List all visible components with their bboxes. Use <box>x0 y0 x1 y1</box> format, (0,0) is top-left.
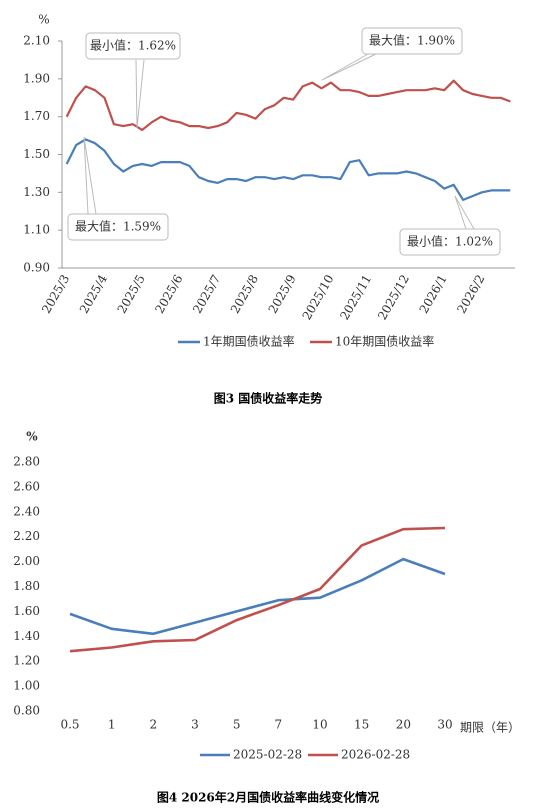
y-tick-label: 1.90 <box>23 71 50 85</box>
x-tick-label: 0.5 <box>60 718 79 732</box>
x-tick-label: 2025/8 <box>228 272 261 316</box>
x-tick-label: 2025/6 <box>152 272 185 316</box>
y-tick-label: 2.40 <box>13 504 40 518</box>
x-tick-label: 2025/11 <box>337 272 374 322</box>
y-tick-label: 0.90 <box>23 261 50 275</box>
x-tick-label: 2026/2 <box>454 272 487 316</box>
y-tick-label: 1.00 <box>13 679 40 693</box>
x-tick-label: 1 <box>108 718 116 732</box>
x-tick-label: 2026/1 <box>417 272 450 316</box>
annotation-box <box>85 32 181 60</box>
y-unit: % <box>26 430 38 444</box>
x-tick-label: 2025/3 <box>39 272 72 316</box>
annotation: 最大值：1.59% <box>75 219 161 234</box>
x-tick-label: 15 <box>354 718 369 732</box>
annotation-box <box>67 213 169 241</box>
x-tick-label: 2025/5 <box>115 272 148 316</box>
x-tick-label: 2 <box>150 718 158 732</box>
x-tick-label: 20 <box>396 718 411 732</box>
y-tick-label: 2.00 <box>13 554 40 568</box>
y-tick-label: 0.80 <box>13 704 40 718</box>
x-tick-label: 2025/10 <box>300 272 337 322</box>
x-tick-label: 30 <box>437 718 452 732</box>
y-tick-label: 2.20 <box>13 529 40 543</box>
legend-label: 10年期国债收益率 <box>335 334 434 349</box>
legend-label: 2025-02-28 <box>233 748 302 762</box>
x-tick-label: 2025/9 <box>266 272 299 316</box>
y-tick-label: 2.10 <box>23 34 50 48</box>
annotation: 最小值：1.62% <box>90 38 176 53</box>
y-tick-label: 1.70 <box>23 109 50 123</box>
y-tick-label: 1.20 <box>13 654 40 668</box>
x-tick-label: 2025/12 <box>375 272 412 322</box>
y-tick-label: 1.60 <box>13 604 40 618</box>
annotation-leader <box>135 59 145 129</box>
annotation-box <box>399 228 501 256</box>
series-line <box>69 526 446 653</box>
x-tick-label: 3 <box>191 718 199 732</box>
chart-caption: 图3 国债收益率走势 <box>214 391 323 406</box>
chart-caption: 图4 2026年2月国债收益率曲线变化情况 <box>157 790 379 805</box>
series-line <box>69 557 446 636</box>
y-tick-label: 1.80 <box>13 579 40 593</box>
y-tick-label: 2.60 <box>13 479 40 493</box>
legend-label: 1年期国债收益率 <box>203 334 295 349</box>
x-tick-label: 5 <box>233 718 241 732</box>
y-tick-label: 1.30 <box>23 185 50 199</box>
y-tick-label: 1.50 <box>23 147 50 161</box>
annotation-leader <box>83 136 97 215</box>
annotation: 最大值：1.90% <box>369 33 455 48</box>
y-unit: % <box>38 13 49 27</box>
x-tick-label: 2025/4 <box>77 272 110 316</box>
x-tick-label: 7 <box>275 718 283 732</box>
x-tick-label: 2025/7 <box>190 272 223 316</box>
series-line <box>65 138 511 201</box>
annotation: 最小值：1.02% <box>407 234 493 249</box>
annotation-box <box>361 27 463 55</box>
series-line <box>65 79 511 131</box>
y-tick-label: 1.10 <box>23 223 50 237</box>
x-tick-label: 10 <box>312 718 327 732</box>
annotation-leader <box>454 195 475 230</box>
legend-label: 2026-02-28 <box>341 748 410 762</box>
x-axis-label: 期限（年） <box>460 721 520 735</box>
y-tick-label: 2.80 <box>13 455 40 469</box>
annotation-leader <box>321 53 377 81</box>
y-tick-label: 1.40 <box>13 629 40 643</box>
